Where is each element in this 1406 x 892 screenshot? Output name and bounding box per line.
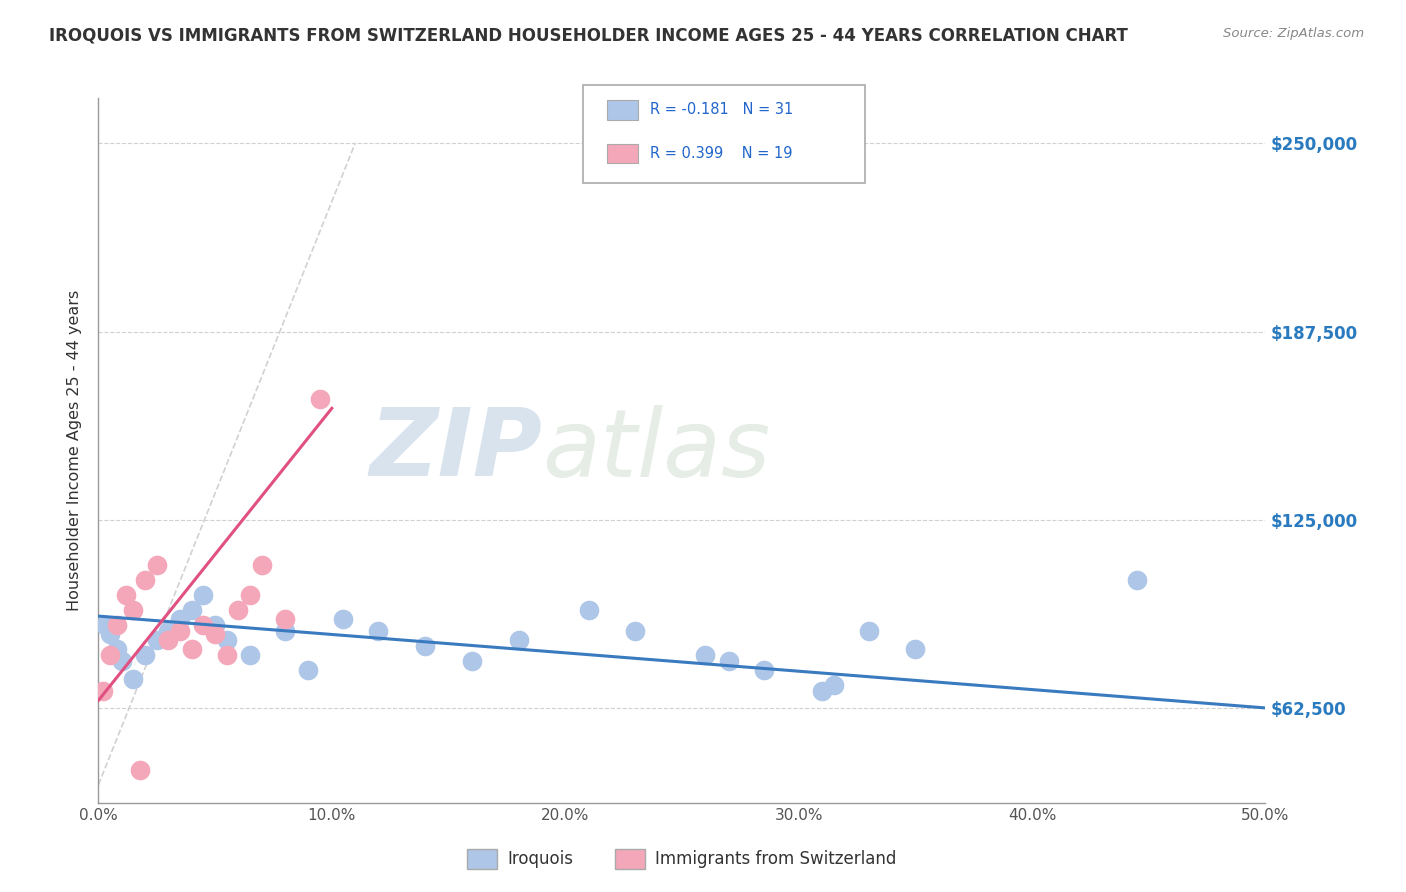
Point xyxy=(250,558,273,572)
Point xyxy=(297,663,319,677)
Point xyxy=(858,624,880,639)
Point xyxy=(752,663,775,677)
Point xyxy=(508,633,530,648)
Point xyxy=(204,618,226,632)
Point xyxy=(105,618,128,632)
Point xyxy=(180,642,202,657)
Point xyxy=(717,654,740,668)
Point xyxy=(180,603,202,617)
Point xyxy=(309,392,332,407)
Point xyxy=(274,612,297,626)
Point xyxy=(624,624,647,639)
Point xyxy=(111,654,134,668)
Point xyxy=(146,558,169,572)
Point xyxy=(274,624,297,639)
Point xyxy=(1126,573,1149,587)
Point xyxy=(105,642,128,657)
Point xyxy=(239,588,262,602)
Text: ZIP: ZIP xyxy=(368,404,541,497)
Point xyxy=(811,684,834,698)
Point xyxy=(332,612,354,626)
Point xyxy=(115,588,138,602)
Point xyxy=(193,618,215,632)
Point xyxy=(134,573,156,587)
Point xyxy=(367,624,389,639)
Y-axis label: Householder Income Ages 25 - 44 years: Householder Income Ages 25 - 44 years xyxy=(67,290,83,611)
Point xyxy=(91,684,114,698)
Point xyxy=(98,627,121,641)
Point xyxy=(204,627,226,641)
Point xyxy=(193,588,215,602)
Point xyxy=(228,603,250,617)
Point xyxy=(169,612,191,626)
Point xyxy=(239,648,262,663)
Point xyxy=(215,648,238,663)
Point xyxy=(823,678,845,692)
Text: Source: ZipAtlas.com: Source: ZipAtlas.com xyxy=(1223,27,1364,40)
Point xyxy=(169,624,191,639)
Text: R = -0.181   N = 31: R = -0.181 N = 31 xyxy=(650,103,793,117)
Text: IROQUOIS VS IMMIGRANTS FROM SWITZERLAND HOUSEHOLDER INCOME AGES 25 - 44 YEARS CO: IROQUOIS VS IMMIGRANTS FROM SWITZERLAND … xyxy=(49,27,1128,45)
Legend: Iroquois, Immigrants from Switzerland: Iroquois, Immigrants from Switzerland xyxy=(461,842,903,876)
Point xyxy=(157,624,180,639)
Point xyxy=(146,633,169,648)
Point xyxy=(129,763,152,777)
Point xyxy=(695,648,717,663)
Point xyxy=(122,603,145,617)
Point xyxy=(413,639,436,653)
Point xyxy=(578,603,600,617)
Point xyxy=(122,673,145,687)
Text: R = 0.399    N = 19: R = 0.399 N = 19 xyxy=(650,146,792,161)
Point xyxy=(904,642,927,657)
Point xyxy=(98,648,121,663)
Point xyxy=(215,633,238,648)
Text: atlas: atlas xyxy=(541,405,770,496)
Point xyxy=(134,648,156,663)
Point xyxy=(157,633,180,648)
Point xyxy=(94,618,117,632)
Point xyxy=(461,654,484,668)
